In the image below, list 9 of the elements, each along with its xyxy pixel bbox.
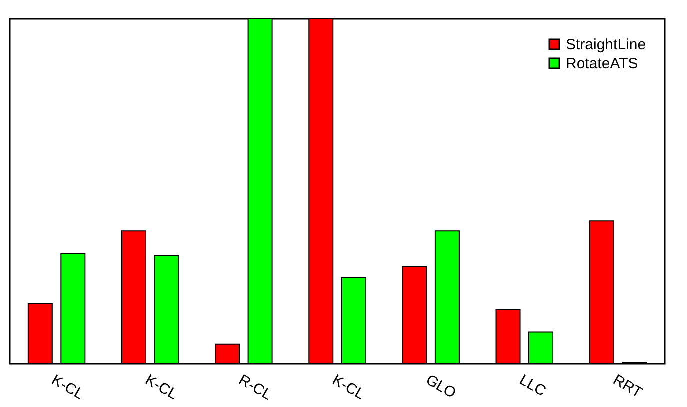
x-tick-label: RRT xyxy=(610,372,646,402)
x-tick-label: K-CL xyxy=(142,372,180,404)
legend-label: RotateATS xyxy=(566,56,638,72)
x-tick-label: K-CL xyxy=(330,372,368,404)
x-tick-label: GLO xyxy=(423,372,460,402)
x-tick-label: R-CL xyxy=(236,372,275,404)
legend-label: StraightLine xyxy=(566,36,646,54)
x-tick-label: LLC xyxy=(516,372,550,400)
x-tick-label: K-CL xyxy=(48,372,87,404)
